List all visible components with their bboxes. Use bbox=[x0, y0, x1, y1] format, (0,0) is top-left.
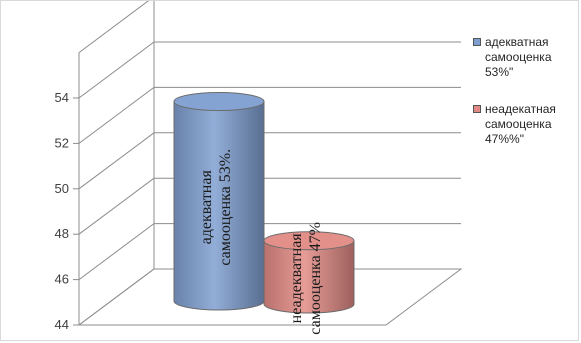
bar-inadequate-body bbox=[263, 240, 355, 314]
gridline-side bbox=[78, 177, 155, 235]
gridline-side bbox=[78, 223, 155, 281]
gridline-side bbox=[78, 86, 155, 144]
y-axis: 44 46 48 50 52 54 bbox=[55, 90, 79, 332]
y-tick-label: 44 bbox=[55, 317, 69, 332]
bar-adequate-data-label: адекватная самооценка 53%. bbox=[198, 149, 234, 266]
bar-adequate-body bbox=[173, 101, 265, 311]
legend-swatch-inadequate bbox=[473, 105, 481, 113]
bar-adequate: адекватная самооценка 53%. bbox=[173, 92, 265, 311]
bar-adequate-top bbox=[173, 92, 265, 111]
bar-inadequate: неадекватная самооценка 47% bbox=[263, 222, 355, 335]
chart-plot-area: 44 46 48 50 52 54 адекватная самооценка 53%. не… bbox=[55, 1, 463, 335]
legend-item-inadequate: неадекатная самооценка 47%%" bbox=[473, 102, 577, 147]
bar-inadequate-data-label: неадекватная самооценка 47% bbox=[288, 222, 324, 335]
legend: адекватная самооценка 53%" неадекатная с… bbox=[473, 35, 577, 169]
legend-item-adequate: адекватная самооценка 53%" bbox=[473, 35, 577, 80]
bar-inadequate-top bbox=[263, 231, 355, 251]
gridline-side bbox=[78, 132, 155, 190]
gridline-side bbox=[78, 268, 155, 326]
legend-label-inadequate: неадекатная самооценка 47%%" bbox=[485, 102, 556, 146]
y-tick-label: 46 bbox=[55, 272, 69, 287]
legend-label-adequate: адекватная самооценка 53%" bbox=[485, 35, 552, 79]
y-tick-label: 48 bbox=[55, 226, 69, 241]
y-tick-label: 50 bbox=[55, 181, 69, 196]
bars: адекватная самооценка 53%. неадекватная сам… bbox=[173, 92, 355, 335]
gridline-side bbox=[78, 1, 149, 54]
gridline-side bbox=[78, 41, 155, 99]
legend-swatch-adequate bbox=[473, 38, 481, 46]
y-tick-label: 52 bbox=[55, 135, 69, 150]
y-tick-label: 54 bbox=[55, 90, 69, 105]
